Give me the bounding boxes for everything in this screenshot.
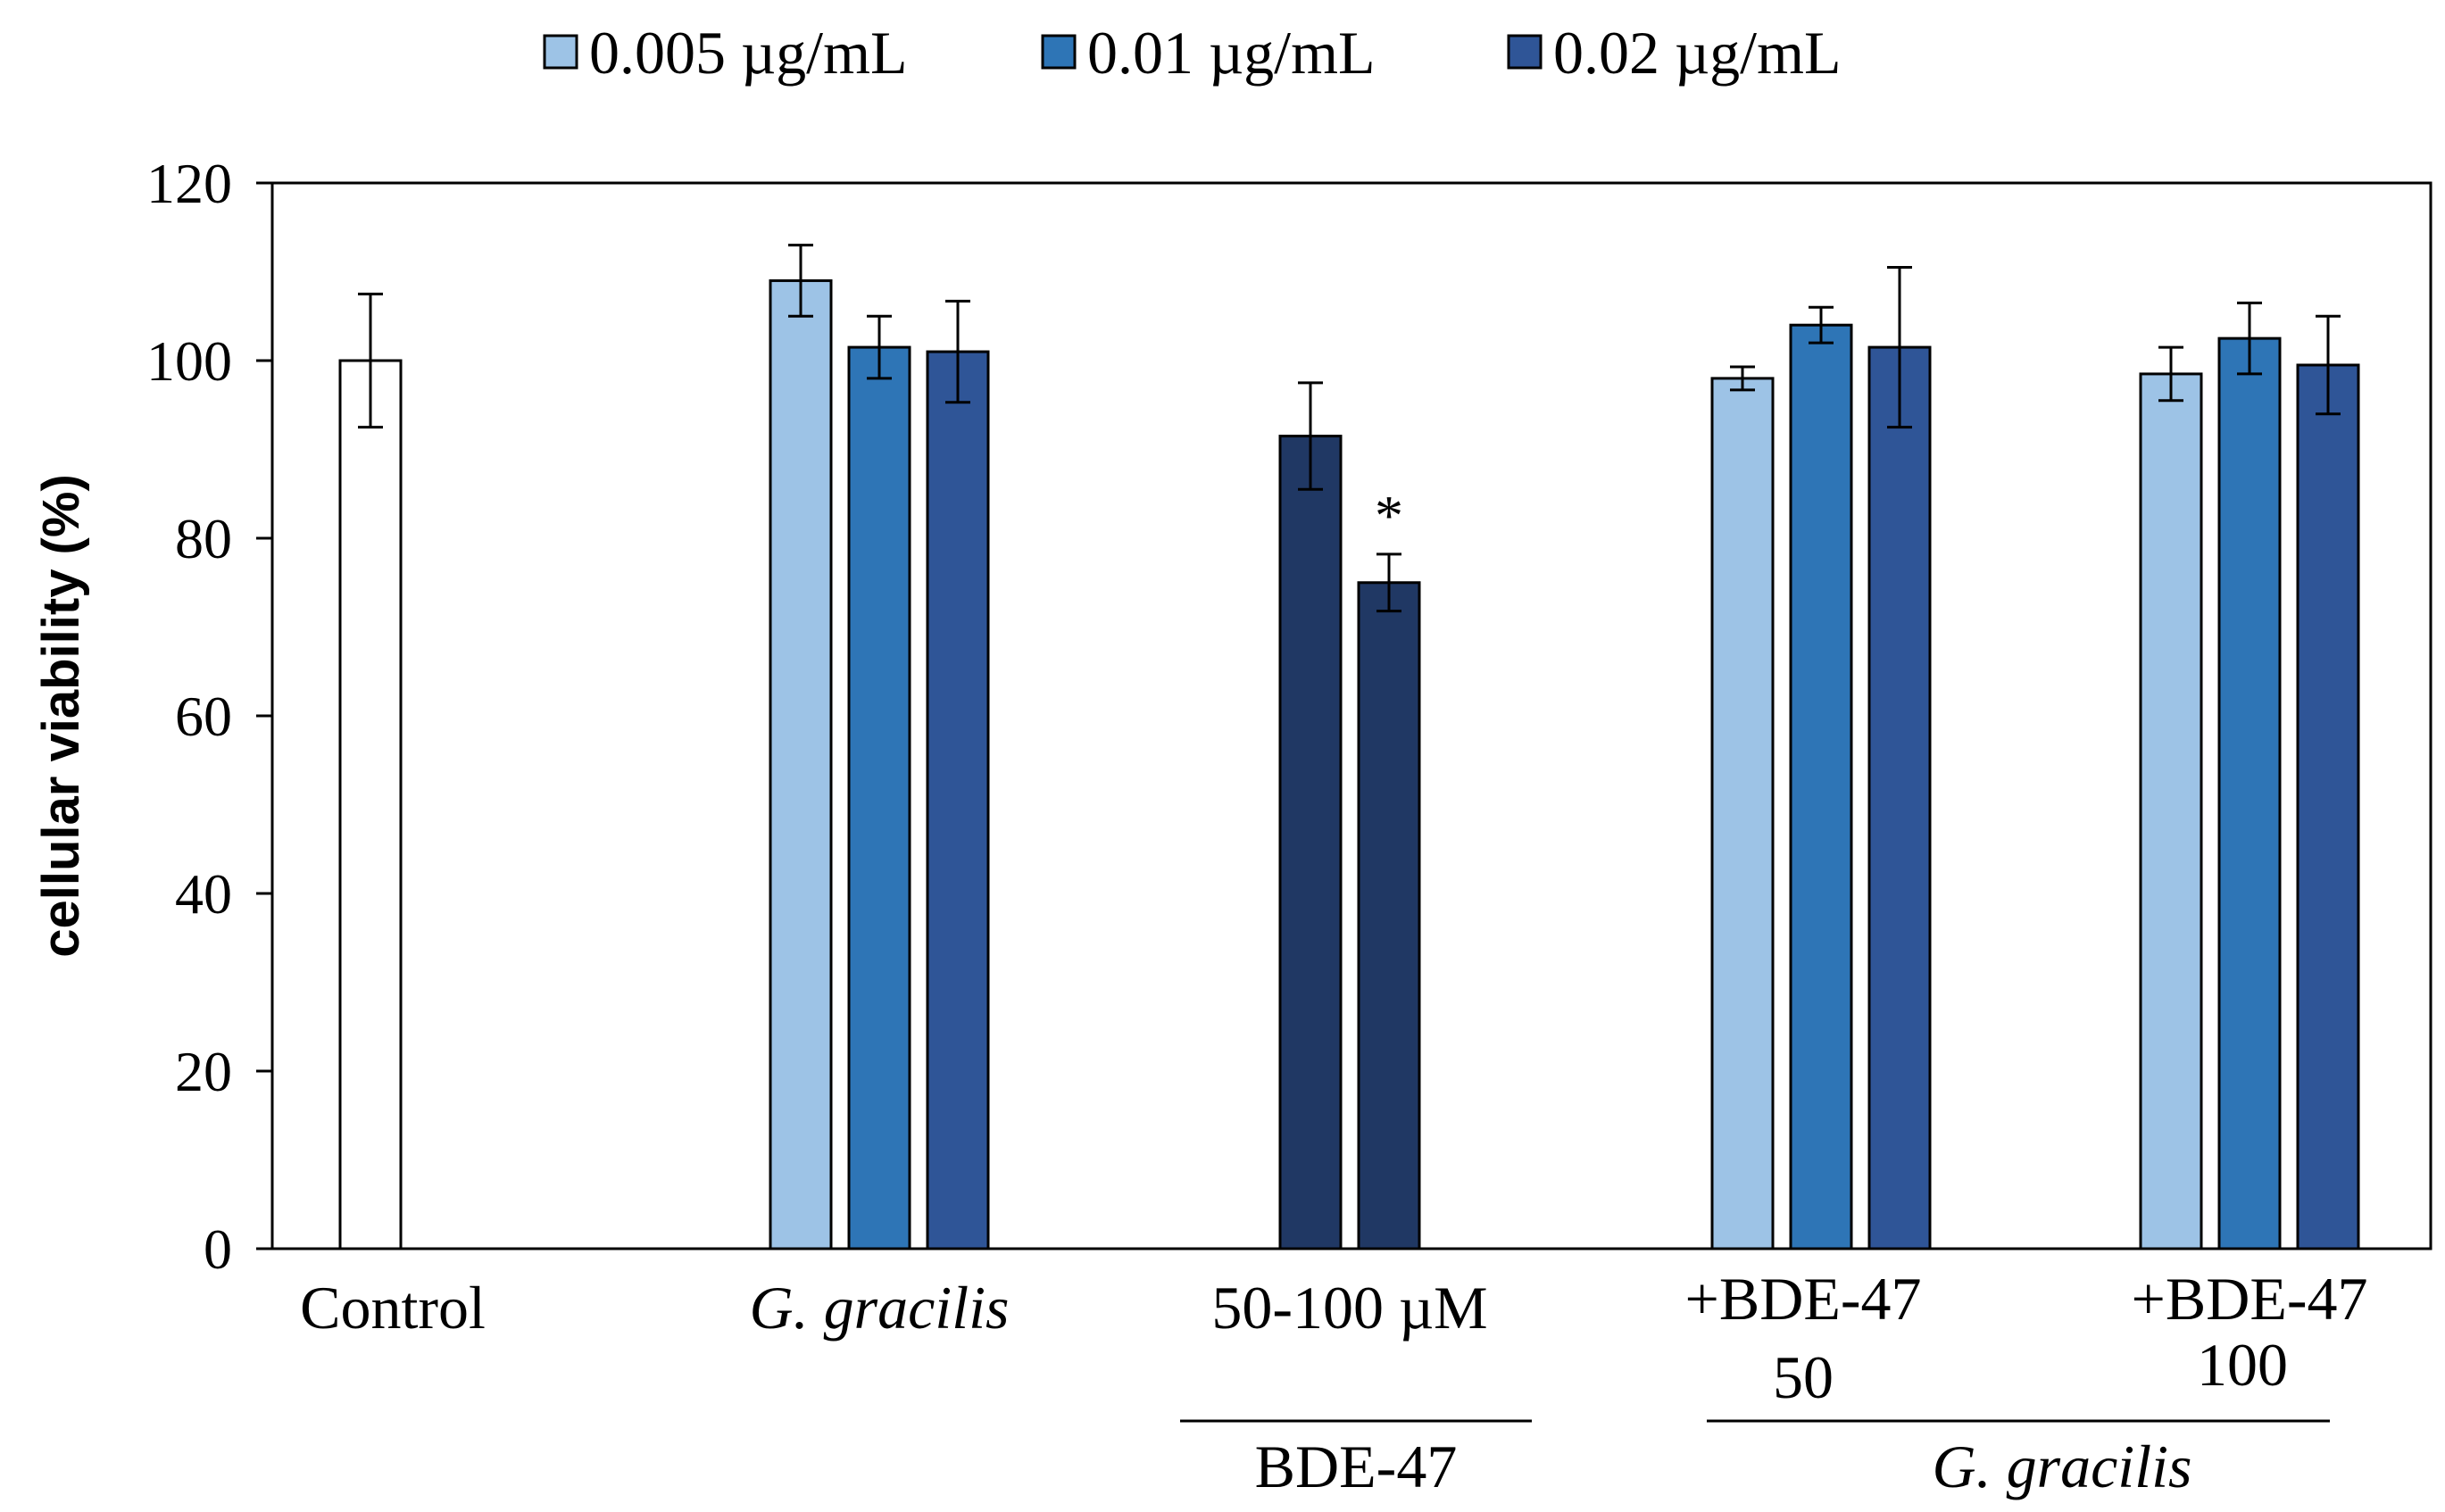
x-category-sublabel: 100 (2197, 1331, 2288, 1399)
bar (338, 359, 403, 1250)
bar-group (769, 244, 990, 1250)
x-category-label: 50-100 µM (1211, 1274, 1487, 1342)
bracket-label-ggracilis: G. gracilis (1933, 1433, 2192, 1500)
plot-area-frame (270, 181, 2433, 1250)
legend-label: 0.01 µg/mL (1087, 19, 1376, 87)
bar (1278, 435, 1343, 1250)
x-axis-labels: Control G. gracilis 50-100 µM +BDE-47 50 +BDE… (300, 1265, 2367, 1500)
y-tick-label: 120 (146, 152, 232, 215)
y-tick-label: 20 (175, 1040, 232, 1103)
legend-label: 0.02 µg/mL (1553, 19, 1842, 87)
bars: * (338, 244, 2360, 1250)
bar-group (338, 292, 403, 1250)
bar (2217, 336, 2282, 1250)
bar-group: * (1278, 381, 1421, 1250)
y-tick-label: 40 (175, 862, 232, 926)
bar (1867, 345, 1932, 1250)
x-category-label: G. gracilis (750, 1274, 1010, 1342)
bar (1357, 581, 1421, 1250)
bar (926, 350, 990, 1250)
y-tick-label: 60 (175, 685, 232, 748)
legend-swatch (1041, 34, 1077, 70)
bracket-label-bde47: BDE-47 (1255, 1433, 1458, 1500)
bar-group (2139, 301, 2360, 1250)
significance-star: * (1375, 484, 1403, 547)
x-category-label: Control (300, 1274, 486, 1342)
bar (769, 278, 833, 1250)
y-tick-label: 0 (204, 1217, 232, 1281)
y-axis-label: cellular viability (%) (32, 474, 90, 958)
y-tick-label: 100 (146, 329, 232, 393)
bar-group (1710, 266, 1932, 1250)
bar (2139, 372, 2203, 1250)
legend: 0.005 µg/mL 0.01 µg/mL 0.02 µg/mL (543, 19, 1842, 87)
legend-swatch (1507, 34, 1543, 70)
legend-swatch (543, 34, 578, 70)
bar (2296, 363, 2360, 1250)
x-category-label: +BDE-47 (2132, 1265, 2368, 1333)
y-tick-label: 80 (175, 507, 232, 570)
x-category-label: +BDE-47 (1685, 1265, 1922, 1333)
y-axis: 0 20 40 60 80 100 120 (146, 152, 272, 1281)
x-category-sublabel: 50 (1773, 1343, 1834, 1411)
bar (1710, 377, 1775, 1250)
bar (847, 345, 911, 1250)
bar (1789, 323, 1853, 1250)
legend-label: 0.005 µg/mL (589, 19, 908, 87)
